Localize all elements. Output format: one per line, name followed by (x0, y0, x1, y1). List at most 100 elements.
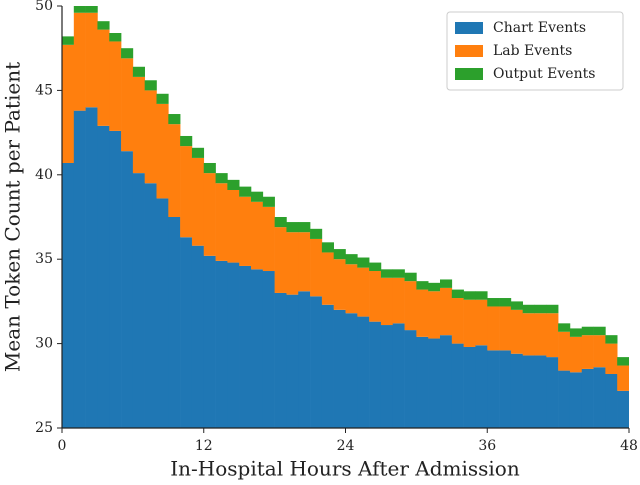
bar-segment (499, 350, 512, 428)
x-tick-label: 36 (478, 438, 496, 454)
legend-swatch (455, 68, 483, 80)
bar-segment (286, 294, 299, 428)
bar-segment (62, 162, 75, 428)
bar-segment (369, 321, 382, 428)
y-tick-label: 40 (35, 167, 53, 183)
bar-segment (97, 125, 110, 428)
legend-label: Output Events (493, 66, 595, 82)
bar-segment (440, 279, 453, 288)
bar-segment (440, 287, 453, 336)
bar-segment (345, 313, 358, 428)
bar-segment (262, 206, 275, 272)
bar-segment (416, 281, 429, 290)
bar-segment (215, 183, 228, 261)
bar-segment (510, 309, 523, 354)
legend-box (446, 11, 624, 91)
y-tick-label: 25 (35, 420, 53, 436)
bar-segment (286, 232, 299, 295)
bar-segment (274, 227, 287, 293)
bar-segment (569, 372, 583, 428)
bar-segment (132, 173, 145, 428)
bar-segment (73, 12, 86, 111)
bar-segment (593, 367, 606, 428)
bar-segment (522, 304, 535, 314)
bar-segment (475, 291, 488, 300)
bar-segment (168, 124, 181, 217)
bar-segment (203, 162, 216, 174)
bar-segment (380, 277, 394, 326)
bar-segment (180, 135, 193, 147)
bar-segment (168, 114, 181, 125)
bar-segment (605, 343, 618, 374)
bar-segment (463, 299, 476, 347)
bar-segment (416, 289, 429, 337)
bar-segment (510, 301, 523, 310)
bar-segment (357, 257, 370, 268)
bar-segment (73, 6, 86, 13)
bar-segment (180, 237, 193, 428)
bar-segment (239, 196, 252, 266)
bar-segment (617, 390, 629, 428)
bar-segment (404, 272, 417, 282)
bar-segment (85, 12, 98, 108)
y-tick-label: 35 (35, 251, 53, 267)
bar-segment (321, 252, 334, 305)
bar-segment (310, 296, 323, 428)
bar-segment (475, 345, 488, 428)
bar-segment (345, 254, 358, 265)
bar-segment (298, 291, 311, 428)
bar-segment (227, 262, 240, 428)
bar-segment (333, 259, 346, 310)
bar-segment (109, 33, 122, 42)
bar-segment (428, 338, 441, 428)
bar-segment (132, 66, 145, 77)
bar-segment (121, 48, 134, 59)
bar-segment (85, 6, 98, 13)
bar-segment (392, 323, 405, 428)
bar-segment (416, 336, 429, 428)
bar-segment (121, 151, 134, 428)
bar-segment (475, 299, 488, 346)
bar-segment (487, 298, 500, 307)
bar-segment (369, 271, 382, 322)
bar-segment (593, 326, 606, 336)
bar-segment (156, 198, 169, 428)
bar-segment (369, 262, 382, 272)
bar-segment (321, 242, 334, 253)
bar-segment (132, 76, 145, 174)
bar-segment (251, 269, 264, 428)
bar-segment (534, 355, 547, 428)
legend-swatch (455, 45, 483, 57)
bar-segment (310, 228, 323, 239)
bar-segment (191, 147, 205, 158)
bar-segment (298, 222, 311, 233)
bar-segment (203, 173, 216, 256)
bar-segment (499, 298, 512, 307)
bar-segment (62, 44, 75, 163)
bar-segment (144, 183, 157, 428)
bar-segment (534, 313, 547, 356)
x-tick-label: 48 (620, 438, 638, 454)
bar-segment (522, 355, 535, 428)
bar-segment (440, 335, 453, 428)
x-tick-label: 24 (337, 438, 355, 454)
bar-segment (215, 173, 228, 184)
bar-segment (380, 325, 394, 428)
bar-segment (380, 269, 394, 278)
bar-segment (581, 368, 594, 428)
bar-segment (487, 350, 500, 428)
bar-segment (321, 304, 334, 428)
bar-segment (558, 323, 571, 332)
bar-segment (392, 277, 405, 324)
bar-segment (274, 217, 287, 228)
bar-segment (428, 291, 441, 339)
bar-segment (546, 357, 559, 428)
bar-segment (605, 373, 618, 428)
bar-segment (617, 357, 629, 366)
bar-segment (274, 292, 287, 428)
bar-segment (510, 353, 523, 428)
bar-segment (451, 298, 464, 344)
bar-segment (357, 267, 370, 317)
bar-segment (286, 222, 299, 233)
